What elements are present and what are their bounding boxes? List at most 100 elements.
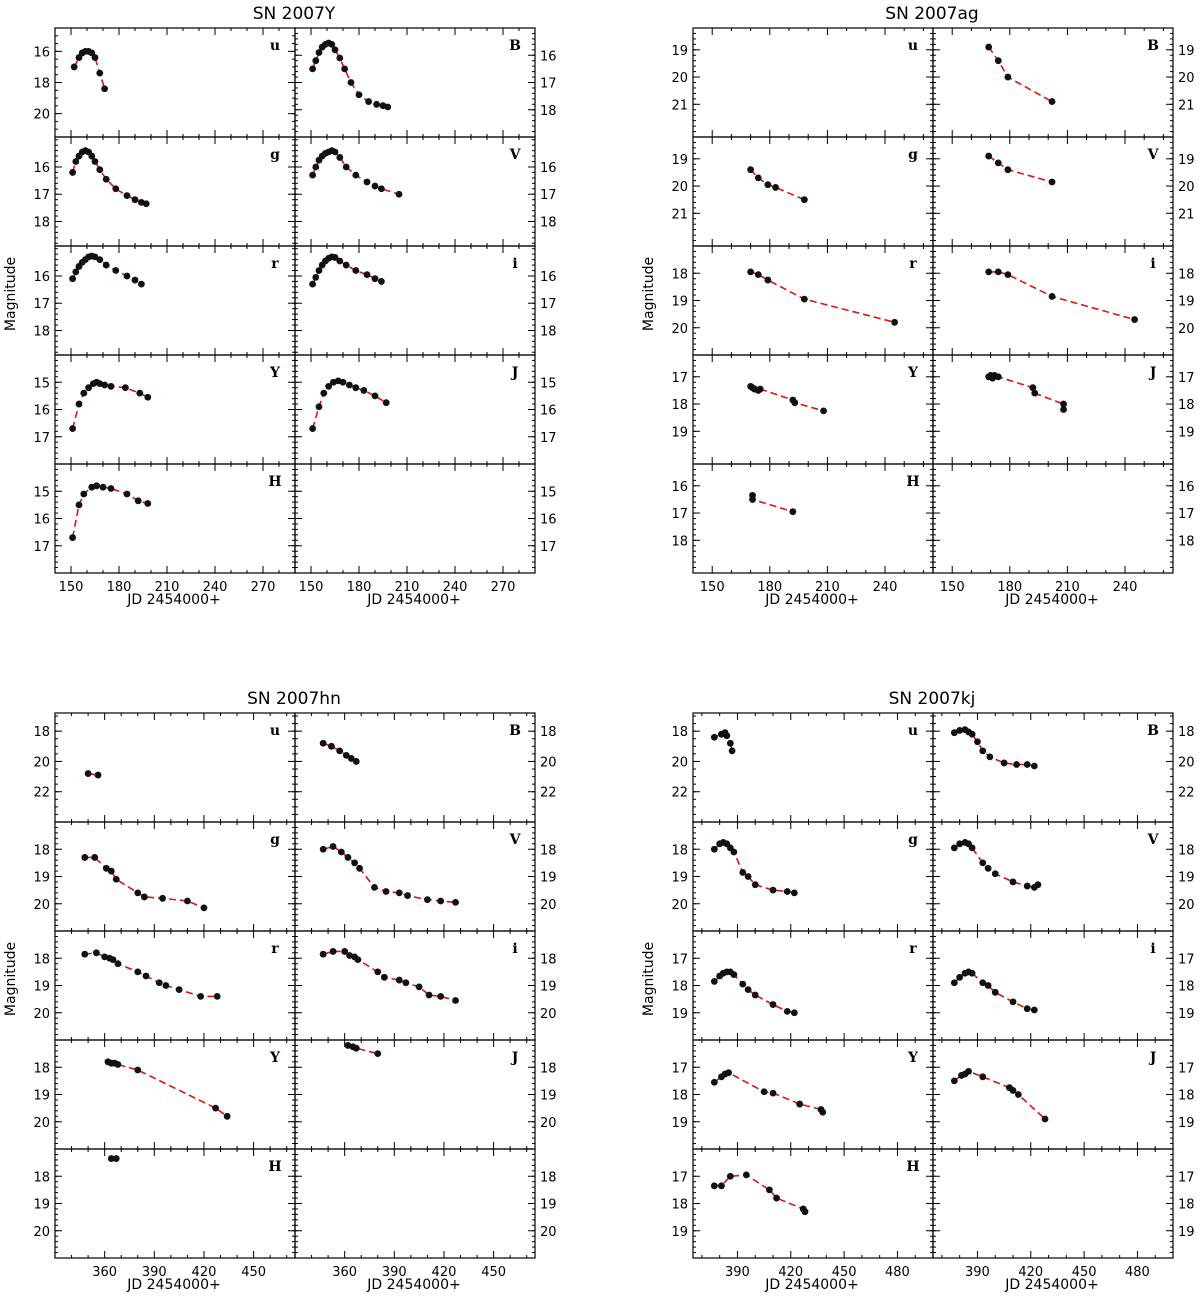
- data-point: [80, 389, 88, 397]
- subplot-frame: [692, 136, 934, 247]
- y-tick-label: 20: [1178, 898, 1195, 913]
- data-point: [749, 496, 756, 503]
- y-tick-label: 18: [1178, 843, 1195, 858]
- data-point: [742, 1171, 750, 1179]
- y-tick-label: 18: [33, 324, 50, 339]
- data-point: [134, 497, 142, 505]
- band-label-r: r: [271, 941, 279, 957]
- band-label-u: u: [908, 723, 918, 739]
- data-point: [328, 40, 336, 48]
- subplot-frame: [692, 27, 934, 138]
- data-point: [107, 1155, 115, 1162]
- fit-curve-V: [953, 841, 1039, 889]
- data-point: [820, 407, 827, 415]
- data-point: [994, 57, 1002, 65]
- data-point: [968, 730, 976, 738]
- x-tick-label: 360: [332, 1265, 357, 1280]
- y-tick-label: 20: [671, 322, 688, 337]
- fit-curve-i: [988, 271, 1135, 321]
- data-point: [312, 163, 320, 171]
- band-label-V: V: [1147, 147, 1160, 163]
- data-point: [373, 100, 380, 108]
- chart-sn-2007y: 16 18 20 u 16 17 18 g 16 17 18 r 15 16 17 Y 15 16 17 150 180…: [33, 27, 557, 595]
- band-label-i: i: [512, 941, 517, 957]
- band-label-V: V: [1147, 832, 1160, 848]
- data-point: [819, 1108, 827, 1116]
- data-point: [979, 1073, 987, 1081]
- data-point: [319, 950, 327, 958]
- data-point: [984, 982, 992, 989]
- data-point: [175, 986, 183, 993]
- band-label-B: B: [1147, 38, 1159, 54]
- data-point: [112, 1155, 120, 1162]
- chart-sn-2007ag: 19 20 21 u 19 20 21 g 18 19 20 r 17 18 19 Y 16 17 18 150 180…: [671, 27, 1195, 595]
- band-label-J: J: [1148, 365, 1157, 381]
- y-tick-label: 18: [1178, 534, 1195, 549]
- data-point: [891, 318, 898, 326]
- data-point: [380, 973, 388, 981]
- data-point: [92, 949, 100, 957]
- data-point: [342, 261, 350, 269]
- data-point: [985, 43, 993, 51]
- data-point: [1023, 1005, 1031, 1013]
- data-point: [728, 747, 736, 755]
- data-point: [85, 384, 92, 392]
- data-point: [99, 483, 107, 491]
- band-label-r: r: [271, 256, 279, 272]
- y-tick-label: 22: [1178, 786, 1195, 801]
- data-point: [69, 275, 76, 283]
- data-point: [1023, 761, 1031, 768]
- y-tick-label: 20: [1178, 755, 1195, 770]
- data-point: [144, 393, 152, 401]
- y-tick-label: 20: [540, 1007, 557, 1022]
- data-point: [112, 875, 120, 883]
- band-label-B: B: [1147, 723, 1159, 739]
- band-label-H: H: [906, 474, 919, 490]
- data-point: [102, 864, 110, 872]
- y-tick-label: 17: [1178, 952, 1195, 967]
- y-tick-label: 17: [671, 371, 688, 386]
- data-point: [159, 894, 166, 902]
- y-tick-label: 15: [540, 485, 557, 500]
- subplot-frame: [692, 1148, 934, 1259]
- y-tick-label: 19: [1178, 1007, 1195, 1022]
- x-tick-label: 150: [299, 580, 324, 595]
- y-tick-label: 17: [540, 431, 557, 446]
- data-point: [452, 997, 459, 1004]
- fit-curve-H: [71, 484, 149, 538]
- x-axis-label-right: JD 2454000+: [1004, 592, 1098, 608]
- subplot-frame: [294, 463, 536, 574]
- subplot-frame: [54, 1148, 296, 1259]
- y-tick-label: 16: [540, 161, 557, 176]
- chart-sn-2007kj: 18 20 22 u 18 19 20 g 17 18 19 r 17 18 19 Y 17 18 19 390 420…: [671, 712, 1195, 1280]
- y-tick-label: 18: [1178, 1089, 1195, 1104]
- data-point: [123, 272, 131, 280]
- data-point: [94, 771, 102, 779]
- data-point: [747, 166, 754, 174]
- y-tick-label: 18: [671, 1198, 688, 1213]
- y-tick-label: 17: [671, 952, 688, 967]
- fit-curve-V: [988, 155, 1053, 183]
- data-point: [1030, 1006, 1038, 1014]
- data-point: [395, 190, 403, 198]
- subplot-frame: [932, 930, 1174, 1041]
- fit-curve-Y: [713, 1071, 824, 1113]
- data-point: [309, 425, 316, 432]
- subplot-frame: [54, 245, 296, 356]
- data-point: [751, 881, 759, 889]
- y-tick-label: 18: [671, 398, 688, 413]
- data-point: [956, 840, 964, 848]
- fit-curve-g: [713, 841, 795, 894]
- y-tick-label: 20: [671, 71, 688, 86]
- data-point: [395, 889, 403, 897]
- x-tick-label: 180: [997, 580, 1022, 595]
- data-point: [1014, 1091, 1022, 1098]
- y-tick-label: 20: [540, 898, 557, 913]
- data-point: [773, 1194, 780, 1202]
- band-label-g: g: [908, 147, 918, 163]
- data-point: [994, 268, 1002, 276]
- data-point: [107, 867, 115, 875]
- x-tick-label: 270: [251, 580, 276, 595]
- data-point: [382, 888, 390, 895]
- data-point: [72, 158, 80, 165]
